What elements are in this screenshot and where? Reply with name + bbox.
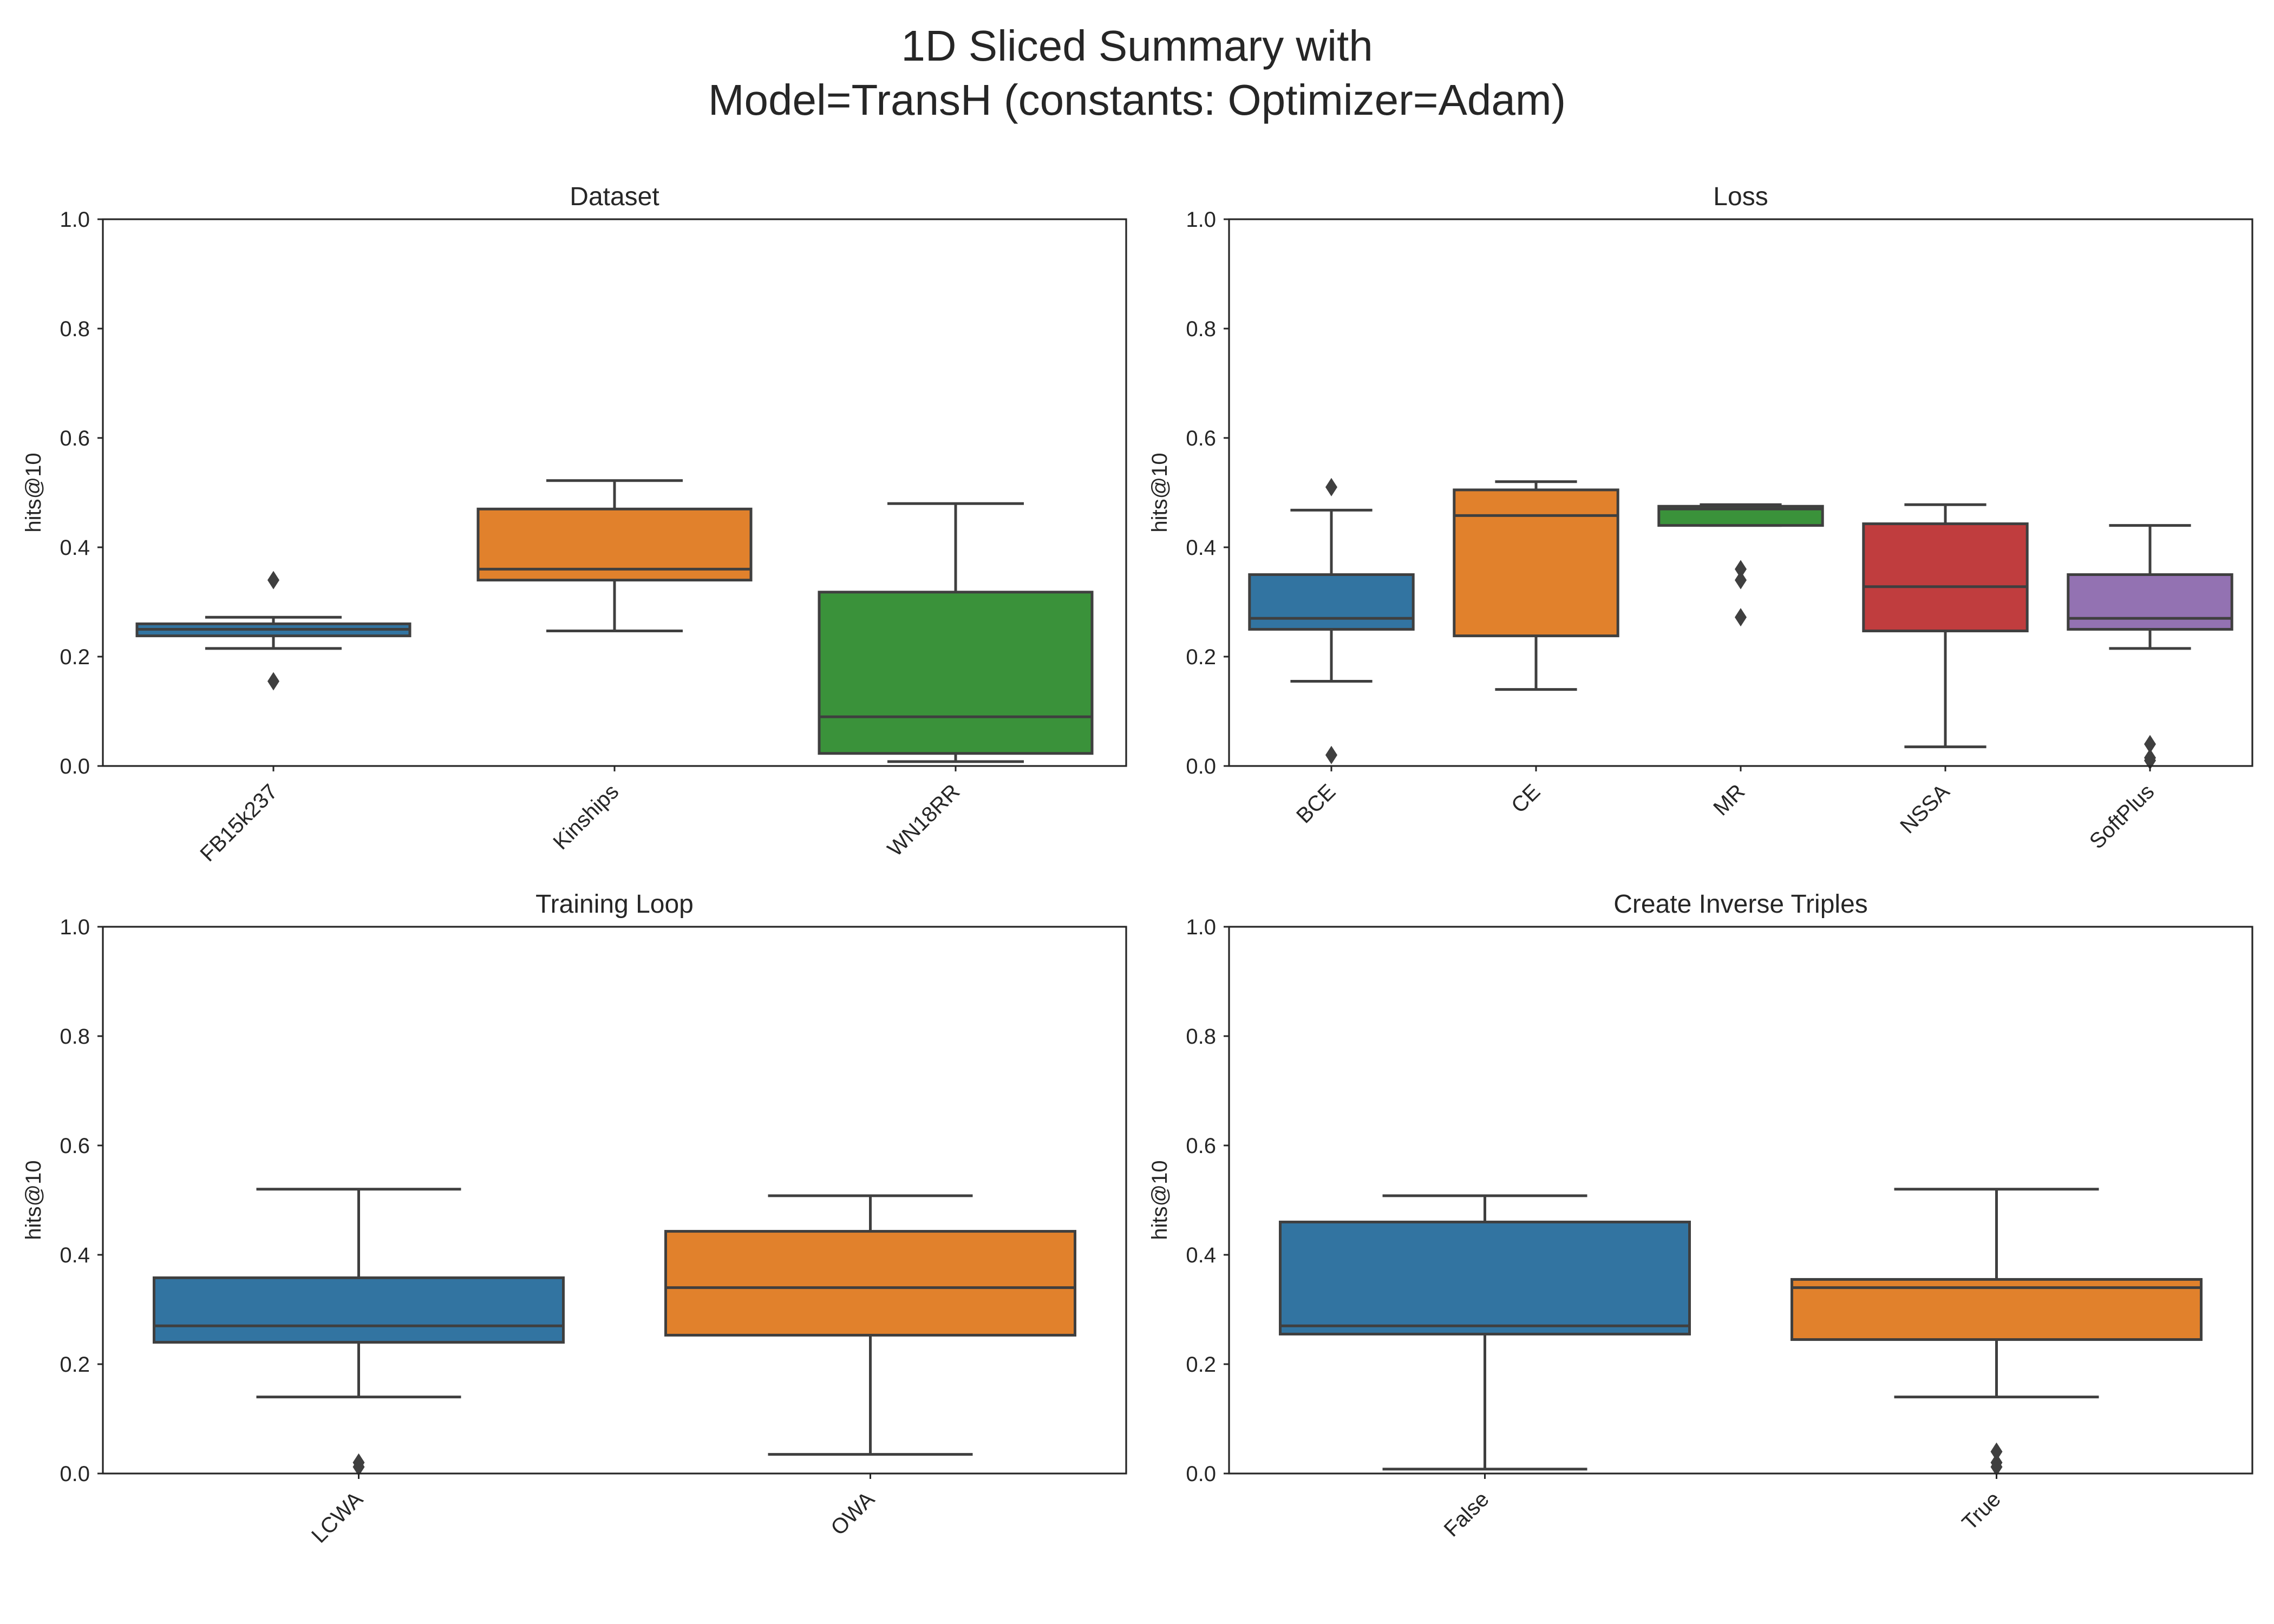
plot-frame: [1228, 926, 2253, 1475]
box-iqr: [1279, 1220, 1691, 1335]
y-tick-label: 0.2: [1186, 645, 1216, 669]
y-tick-label: 0.8: [60, 1025, 90, 1049]
box-iqr: [153, 1276, 565, 1344]
y-tick-label: 0.0: [60, 755, 90, 778]
y-tick-label: 0.2: [60, 1353, 90, 1377]
y-tick-label: 0.0: [60, 1462, 90, 1486]
y-axis-label: hits@10: [22, 453, 45, 532]
y-tick-label: 0.4: [1186, 536, 1216, 560]
box-group-kinships: [476, 479, 753, 633]
y-tick-label: 0.4: [1186, 1243, 1216, 1267]
outlier-point: [1325, 745, 1337, 764]
outlier-point: [1325, 477, 1337, 496]
outlier-point: [1735, 608, 1747, 627]
y-tick-label: 0.0: [1186, 1462, 1216, 1486]
box-group-mr: [1657, 503, 1824, 627]
y-tick-label: 0.6: [1186, 427, 1216, 450]
box-group-softplus: [2067, 524, 2233, 770]
plot-frame: [1228, 218, 2253, 767]
box-group-wn18rr: [818, 502, 1094, 763]
outlier-point: [1735, 560, 1747, 579]
figure-suptitle-line-1: 1D Sliced Summary with: [901, 22, 1373, 70]
y-tick-label: 0.6: [60, 1134, 90, 1158]
y-axis-label: hits@10: [22, 1160, 45, 1240]
outlier-point: [2144, 735, 2156, 754]
subplot-title: Training Loop: [535, 890, 694, 919]
box-group-owa: [664, 1194, 1076, 1456]
y-tick-label: 0.6: [60, 427, 90, 450]
y-axis-label: hits@10: [1148, 1160, 1172, 1240]
box-group-lcwa: [153, 1188, 565, 1476]
subplot-training-loop: Training Loophits@100.00.20.40.60.81.0LC…: [22, 890, 1127, 1548]
y-tick-label: 1.0: [60, 915, 90, 939]
figure-suptitle-line-2: Model=TransH (constants: Optimizer=Adam): [708, 76, 1566, 124]
y-tick-label: 0.4: [60, 1243, 90, 1267]
outlier-point: [267, 571, 279, 590]
box-group-fb15k237: [135, 571, 411, 691]
box-group-false: [1279, 1194, 1691, 1471]
y-tick-label: 0.8: [60, 317, 90, 341]
box-iqr: [664, 1230, 1076, 1337]
y-tick-label: 1.0: [1186, 208, 1216, 232]
y-tick-label: 0.6: [1186, 1134, 1216, 1158]
outlier-point: [352, 1457, 365, 1476]
y-tick-label: 0.2: [1186, 1353, 1216, 1377]
y-tick-label: 0.8: [1186, 1025, 1216, 1049]
box-group-ce: [1453, 480, 1619, 691]
box-iqr: [1453, 488, 1619, 638]
box-iqr: [1791, 1278, 2203, 1341]
subplot-title: Create Inverse Triples: [1613, 890, 1868, 919]
box-iqr: [2067, 573, 2233, 631]
box-group-true: [1791, 1188, 2203, 1476]
box-group-bce: [1248, 477, 1415, 764]
outlier-point: [1990, 1457, 2003, 1476]
plot-frame: [102, 218, 1127, 767]
y-tick-label: 0.4: [60, 536, 90, 560]
plot-frame: [102, 926, 1127, 1475]
box-iqr: [1862, 522, 2029, 633]
y-tick-label: 0.8: [1186, 317, 1216, 341]
outlier-point: [1990, 1442, 2003, 1461]
subplot-title: Loss: [1713, 182, 1768, 211]
box-iqr: [1248, 573, 1415, 631]
box-group-nssa: [1862, 503, 2029, 749]
y-tick-label: 1.0: [60, 208, 90, 232]
subplot-title: Dataset: [570, 182, 659, 211]
y-tick-label: 0.0: [1186, 755, 1216, 778]
y-tick-label: 0.2: [60, 645, 90, 669]
outlier-point: [267, 672, 279, 691]
y-axis-label: hits@10: [1148, 453, 1172, 532]
box-iqr: [818, 591, 1094, 755]
subplot-create-inverse-triples: Create Inverse Triples hits@10 0.0 0.2 0.4 0.…: [1148, 890, 2253, 1542]
outlier-point: [1735, 571, 1747, 590]
y-tick-label: 1.0: [1186, 915, 1216, 939]
